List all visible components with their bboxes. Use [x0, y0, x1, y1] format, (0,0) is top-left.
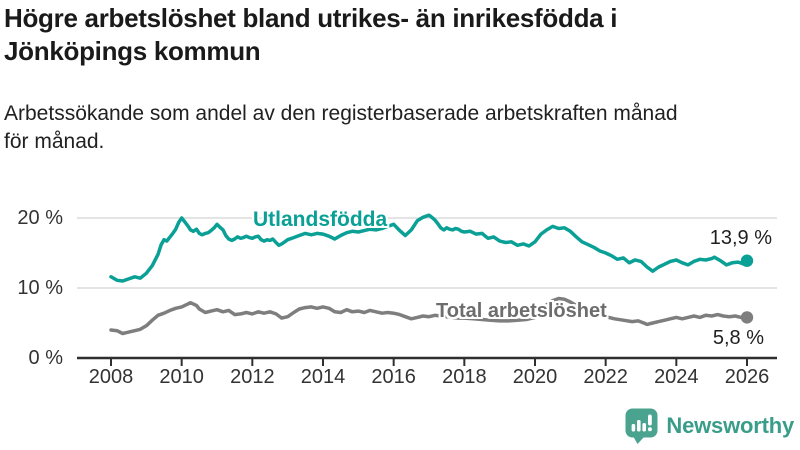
- y-tick-label-10: 10 %: [17, 277, 63, 299]
- chart-subtitle: Arbetssökande som andel av den registerb…: [4, 100, 800, 156]
- chart-subtitle-line1: Arbetssökande som andel av den registerb…: [4, 102, 678, 125]
- x-tick-label-2012: 2012: [230, 366, 275, 388]
- newsworthy-logo[interactable]: Newsworthy: [625, 408, 794, 444]
- series-label-total-arbetsloshet: Total arbetslöshet: [436, 300, 607, 322]
- x-tick-label-2008: 2008: [88, 366, 134, 388]
- series-label-utlandsfodda: Utlandsfödda: [253, 208, 388, 231]
- y-tick-label-0: 0 %: [28, 347, 63, 369]
- x-tick-label-2020: 2020: [512, 366, 558, 388]
- end-value-label-utlandsfodda: 13,9 %: [709, 227, 772, 249]
- page-title: Högre arbetslöshet bland utrikes- än inr…: [4, 2, 784, 68]
- chart-subtitle-line2: för månad.: [4, 130, 105, 153]
- x-tick-label-2018: 2018: [442, 366, 487, 388]
- page-title-line2: Jönköpings kommun: [4, 36, 261, 66]
- series-line-0: [109, 213, 749, 283]
- x-tick-label-2014: 2014: [300, 366, 346, 388]
- y-tick-label-20: 20 %: [17, 207, 63, 229]
- series-end-dot-1: [740, 311, 754, 324]
- x-tick-label-2022: 2022: [583, 366, 628, 388]
- x-tick-label-2024: 2024: [654, 366, 699, 388]
- x-tick-label-2026: 2026: [724, 366, 770, 388]
- series-end-dot-0: [740, 254, 754, 267]
- x-tick-label-2016: 2016: [371, 366, 416, 388]
- newsworthy-logo-text: Newsworthy: [666, 413, 794, 438]
- page-title-line1: Högre arbetslöshet bland utrikes- än inr…: [4, 3, 618, 33]
- series-line-1: [109, 296, 749, 336]
- newsworthy-bar-chart-bubble-icon: [625, 408, 658, 444]
- x-tick-label-2010: 2010: [159, 366, 204, 388]
- end-value-label-total: 5,8 %: [712, 327, 764, 349]
